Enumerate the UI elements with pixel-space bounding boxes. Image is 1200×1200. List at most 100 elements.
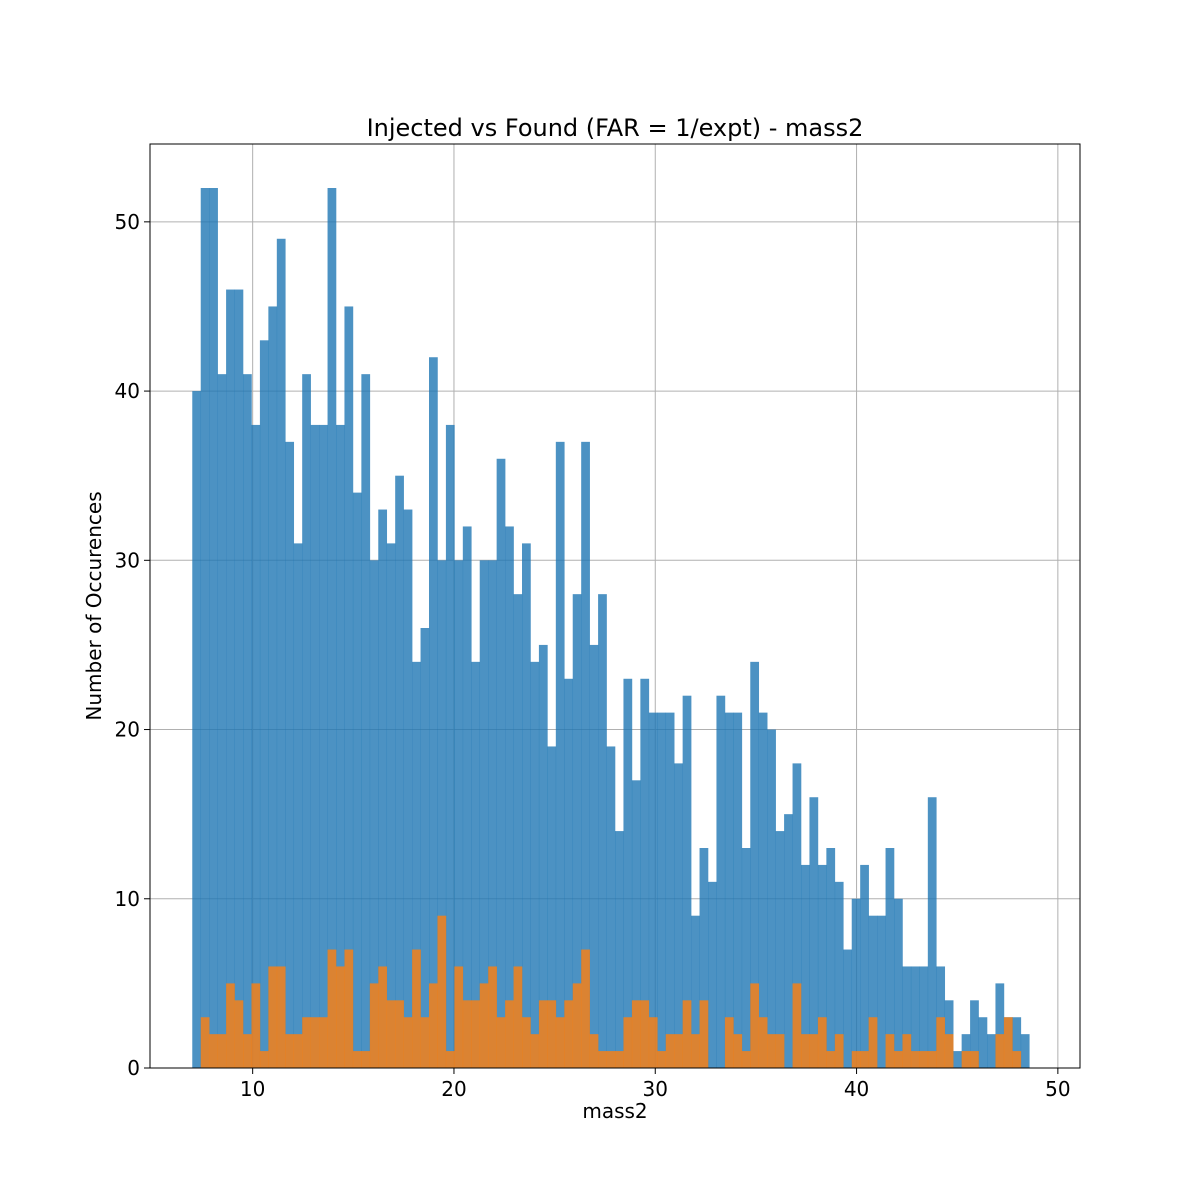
histogram-bar — [505, 526, 514, 1068]
histogram-bar — [631, 780, 641, 1068]
histogram-bar — [496, 458, 506, 1068]
histogram-bar — [293, 543, 303, 1068]
histogram-bar — [234, 1000, 244, 1068]
histogram-bar — [826, 1051, 836, 1068]
histogram-bar — [665, 712, 675, 1068]
plot-frame — [149, 143, 1081, 1069]
histogram-bar — [733, 1034, 743, 1068]
histogram-bar — [851, 898, 861, 1068]
histogram-bar — [555, 1017, 565, 1068]
histogram-bar — [623, 1017, 633, 1068]
y-tick-label: 40 — [115, 379, 140, 403]
histogram-bar — [429, 357, 438, 1068]
histogram-bar — [657, 1051, 667, 1068]
histogram-bar — [226, 983, 235, 1068]
histogram-bar — [648, 712, 658, 1068]
histogram-bar — [623, 678, 633, 1068]
histogram-bar — [386, 543, 396, 1068]
histogram-bar — [293, 1034, 303, 1068]
histogram-bar — [327, 188, 337, 1068]
histogram-bar — [674, 1034, 683, 1068]
histogram-bar — [944, 1034, 954, 1068]
histogram-bar — [767, 1034, 776, 1068]
histogram-bar — [361, 374, 371, 1069]
histogram-bar — [843, 949, 853, 1068]
y-tick-label: 30 — [115, 548, 140, 572]
bars — [192, 188, 1030, 1069]
histogram-bar — [200, 188, 210, 1068]
histogram-bar — [1012, 1017, 1022, 1068]
histogram-bar — [682, 1000, 692, 1068]
histogram-bar — [691, 915, 700, 1068]
y-tick-label: 0 — [127, 1056, 140, 1080]
histogram-bar — [488, 560, 497, 1068]
histogram-bar — [598, 1051, 607, 1068]
histogram-bar — [809, 1034, 819, 1068]
histogram-bar — [285, 1034, 295, 1068]
histogram-bar — [538, 644, 548, 1068]
histogram-bar — [978, 1017, 988, 1068]
histogram-bar — [919, 1051, 929, 1068]
histogram-bar — [437, 915, 447, 1068]
histogram-bar — [530, 661, 540, 1068]
histogram-bar — [919, 966, 929, 1068]
histogram-bar — [268, 966, 278, 1068]
histogram-bar — [817, 1017, 827, 1068]
histogram-bar — [420, 628, 430, 1068]
histogram-bar — [259, 340, 269, 1068]
histogram-bar — [395, 1000, 404, 1068]
histogram-bar — [462, 526, 472, 1068]
histogram-bar — [369, 560, 379, 1068]
histogram-bar — [336, 966, 345, 1068]
histogram-bar — [217, 1034, 227, 1068]
histogram-bar — [445, 424, 455, 1068]
histogram-bar — [369, 983, 379, 1068]
histogram-bar — [598, 594, 607, 1068]
histogram-bar — [674, 763, 683, 1068]
y-tick-label: 10 — [115, 887, 140, 911]
histogram-bar — [310, 424, 320, 1068]
histogram-bar — [801, 1034, 810, 1068]
histogram-bar — [589, 1034, 599, 1068]
histogram-bar — [1012, 1051, 1022, 1068]
x-axis-label: mass2 — [582, 1099, 647, 1123]
histogram-bar — [302, 374, 311, 1069]
histogram-bar — [860, 864, 869, 1068]
x-tick-label: 40 — [844, 1077, 869, 1101]
histogram-bar — [412, 949, 421, 1068]
histogram-bar — [792, 763, 802, 1068]
x-tick-label: 10 — [240, 1077, 265, 1101]
histogram-bar — [936, 1017, 946, 1068]
histogram-bar — [615, 1051, 624, 1068]
histogram-bar — [209, 188, 218, 1068]
histogram-bar — [217, 374, 227, 1069]
histogram-bar — [885, 848, 895, 1068]
histogram-bar — [868, 1017, 878, 1068]
histogram-bar — [640, 678, 650, 1068]
histogram-bar — [564, 1000, 574, 1068]
histogram-bar — [445, 1051, 455, 1068]
histogram-bar — [885, 1034, 895, 1068]
histogram-bar — [572, 983, 582, 1068]
histogram-bar — [243, 1034, 252, 1068]
histogram-bar — [775, 831, 785, 1068]
ticks: 10 20 30 40 50 0 10 20 30 40 50 — [115, 210, 1071, 1101]
histogram-bar — [741, 848, 751, 1068]
histogram-bar — [961, 1051, 971, 1068]
histogram-bar — [953, 1051, 962, 1068]
histogram-bar — [894, 898, 903, 1068]
histogram-bar — [200, 1017, 210, 1068]
histogram-bar — [488, 966, 497, 1068]
histogram-bar — [750, 983, 760, 1068]
histogram-bar — [724, 1017, 734, 1068]
histogram-bar — [640, 1000, 650, 1068]
y-tick-label: 20 — [115, 718, 140, 742]
histogram-bar — [319, 424, 328, 1068]
histogram-bar — [437, 560, 447, 1068]
histogram-bar — [496, 1017, 506, 1068]
histogram-bar — [192, 391, 202, 1069]
histogram-bar — [826, 848, 836, 1068]
histogram-bar — [1003, 1017, 1013, 1068]
histogram-bar — [995, 983, 1005, 1068]
